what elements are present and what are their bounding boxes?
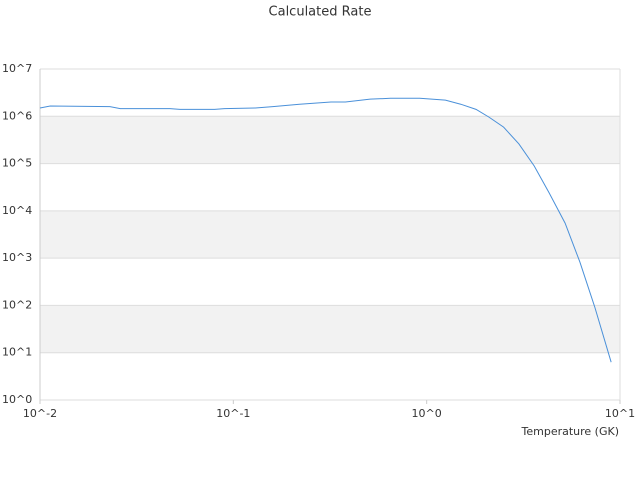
x-axis-label: Temperature (GK) (521, 425, 620, 438)
y-tick-label: 10^6 (2, 109, 32, 122)
x-tick-label: 10^-1 (216, 407, 250, 420)
chart-title: Calculated Rate (269, 5, 372, 20)
grid-band (40, 116, 620, 164)
x-tick-label: 10^-2 (23, 407, 57, 420)
y-tick-label: 10^3 (2, 251, 32, 264)
grid-band (40, 210, 620, 259)
y-tick-label: 10^7 (2, 62, 32, 75)
y-tick-label: 10^0 (2, 393, 32, 406)
grid-band (40, 305, 620, 353)
y-tick-label: 10^1 (2, 346, 32, 359)
x-tick-label: 10^0 (412, 407, 442, 420)
y-tick-label: 10^2 (2, 298, 32, 311)
y-tick-label: 10^5 (2, 157, 32, 170)
y-tick-label: 10^4 (2, 204, 32, 217)
x-tick-label: 10^1 (605, 407, 635, 420)
series-line (39, 97, 612, 363)
